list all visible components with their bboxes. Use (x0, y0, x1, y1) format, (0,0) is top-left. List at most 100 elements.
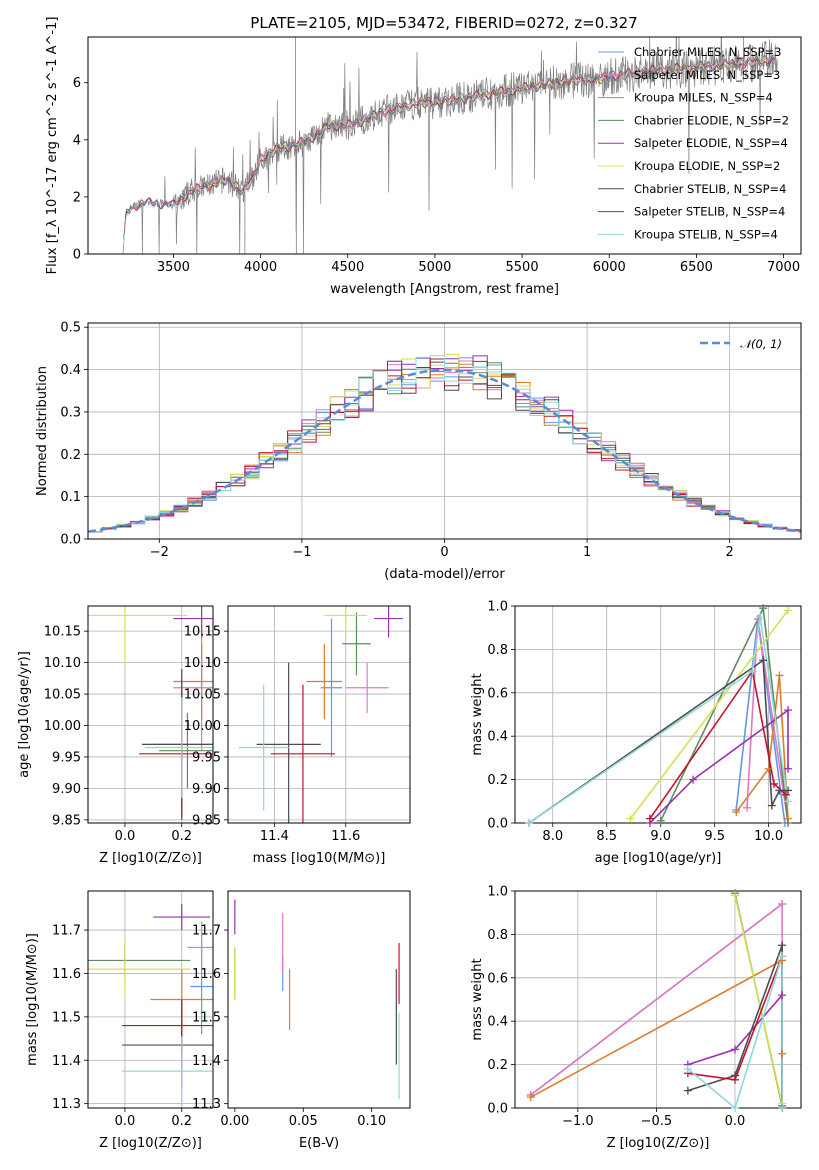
weight-point (775, 671, 784, 680)
x-tick-label: 3500 (157, 260, 190, 275)
x-tick-label: 0.0 (115, 1114, 136, 1129)
normal-curve (88, 368, 801, 533)
weight-point (526, 1093, 535, 1102)
y-tick-label: 0.2 (487, 773, 508, 788)
x-axis-label: Z [log10(Z/Z⊙)] (99, 1136, 202, 1151)
y-tick-label: 10.10 (44, 656, 81, 671)
x-tick-label: 7000 (767, 260, 800, 275)
y-tick-label: 6 (73, 76, 81, 91)
y-tick-label: 0.0 (487, 817, 508, 832)
weight-line (649, 708, 789, 823)
y-tick-label: 10.15 (184, 625, 221, 640)
x-tick-label: 0.0 (725, 1114, 746, 1129)
weight-point (731, 891, 739, 900)
y-tick-label: 1.0 (487, 600, 508, 615)
y-axis-label: mass weight (470, 673, 485, 755)
y-tick-label: 0.8 (487, 643, 508, 658)
axes-frame (227, 605, 411, 824)
weight-point (626, 814, 635, 823)
y-tick-label: 9.95 (192, 750, 221, 765)
y-tick-label: 10.00 (44, 719, 81, 734)
histogram-step (88, 355, 801, 533)
x-tick-label: 0.0 (115, 829, 136, 844)
y-tick-label: 0.0 (487, 1102, 508, 1117)
y-tick-label: 1.0 (487, 885, 508, 900)
weight-point (683, 1086, 692, 1095)
chart-mass-vs-Z: 0.0 0.2 11.3 11.4 11.5 11.6 11.7 Z [log10(Z/Z⊙)… (25, 890, 214, 1151)
plot-area-residuals (88, 353, 801, 533)
y-tick-label: 2 (73, 190, 81, 205)
y-tick-label: 10.15 (44, 625, 81, 640)
legend-entry: 𝒩(0, 1) (740, 337, 782, 351)
spectrum-model-line (123, 54, 777, 243)
axes-frame (87, 605, 214, 824)
legend-entry: Kroupa MILES, N_SSP=4 (634, 91, 773, 105)
weight-point (656, 816, 665, 825)
legend-entry: Salpeter ELODIE, N_SSP=4 (634, 136, 788, 150)
y-axis-label: Flux [f_λ 10^-17 erg cm^-2 s^-1 A^-1] (45, 17, 60, 275)
axes-frame (87, 890, 214, 1109)
y-tick-label: 9.85 (192, 813, 221, 828)
x-tick-label: 9.0 (650, 829, 671, 844)
weight-point (764, 764, 773, 773)
weight-point (731, 1075, 739, 1084)
weight-line (734, 895, 783, 1104)
y-tick-label: 11.5 (52, 1010, 81, 1025)
x-tick-label: 8.0 (542, 829, 563, 844)
weight-point (778, 900, 787, 909)
y-tick-label: 11.3 (192, 1097, 221, 1112)
weight-point (767, 801, 776, 810)
y-tick-label: 9.95 (52, 750, 81, 765)
y-tick-label: 0.4 (487, 1015, 508, 1030)
figure-title: PLATE=2105, MJD=53472, FIBERID=0272, z=0… (250, 14, 637, 32)
x-tick-label: −1.0 (562, 1114, 594, 1129)
y-axis-label: mass weight (470, 958, 485, 1040)
spectrum-model-line (176, 55, 777, 206)
weight-line (528, 616, 789, 823)
x-tick-label: 0.00 (220, 1114, 249, 1129)
legend-entry: Chabrier MILES, N_SSP=3 (634, 45, 781, 59)
y-tick-label: 10.05 (184, 688, 221, 703)
y-tick-label: 4 (73, 133, 81, 148)
y-tick-label: 11.4 (192, 1054, 221, 1069)
spectrum-model-line (176, 56, 777, 203)
x-tick-label: −0.5 (641, 1114, 673, 1129)
y-tick-label: 9.90 (192, 782, 221, 797)
x-tick-label: 0.2 (171, 1114, 192, 1129)
y-tick-label: 0.0 (60, 533, 81, 548)
plot-area-mass-vs-Z (88, 904, 213, 1106)
chart-age-vs-mass: 11.4 11.6 9.85 9.90 9.95 10.00 10.05 10.10 10.15… (184, 605, 411, 866)
y-tick-label: 11.5 (192, 1010, 221, 1025)
weight-point (770, 779, 779, 788)
weight-point (784, 706, 793, 715)
weight-point (731, 1104, 739, 1112)
weight-point (778, 952, 787, 961)
x-tick-label: 9.5 (704, 829, 725, 844)
weight-point (775, 786, 784, 795)
y-tick-label: 10.05 (44, 688, 81, 703)
y-tick-label: 0.8 (487, 928, 508, 943)
axes-frame (514, 605, 802, 824)
y-tick-label: 0.6 (487, 686, 508, 701)
x-tick-label: 8.5 (596, 829, 617, 844)
weight-point (755, 612, 764, 621)
chart-weight-vs-Z: −1.0 −0.5 0.0 0.0 0.2 0.4 0.6 0.8 1.0 Z [log10(Z/… (470, 885, 802, 1151)
y-tick-label: 11.6 (52, 967, 81, 982)
x-tick-label: 6500 (680, 260, 713, 275)
x-tick-label: 2 (726, 545, 734, 560)
x-tick-label: 1 (583, 545, 591, 560)
x-tick-label: 0 (440, 545, 448, 560)
legend-entry: Chabrier STELIB, N_SSP=4 (634, 182, 786, 196)
y-tick-label: 11.7 (192, 924, 221, 939)
plot-area-age-vs-Z (88, 606, 213, 820)
x-tick-label: 0.2 (171, 829, 192, 844)
x-axis-label: E(B-V) (299, 1136, 339, 1151)
spectrum-legend: Chabrier MILES, N_SSP=3 Salpeter MILES, N… (598, 45, 789, 241)
x-tick-label: 6000 (593, 260, 626, 275)
y-axis-label: Normed distribution (35, 366, 50, 496)
y-tick-label: 0.1 (60, 490, 81, 505)
y-tick-label: 0 (73, 248, 81, 263)
axes-frame (87, 36, 802, 255)
x-tick-label: 4000 (244, 260, 277, 275)
